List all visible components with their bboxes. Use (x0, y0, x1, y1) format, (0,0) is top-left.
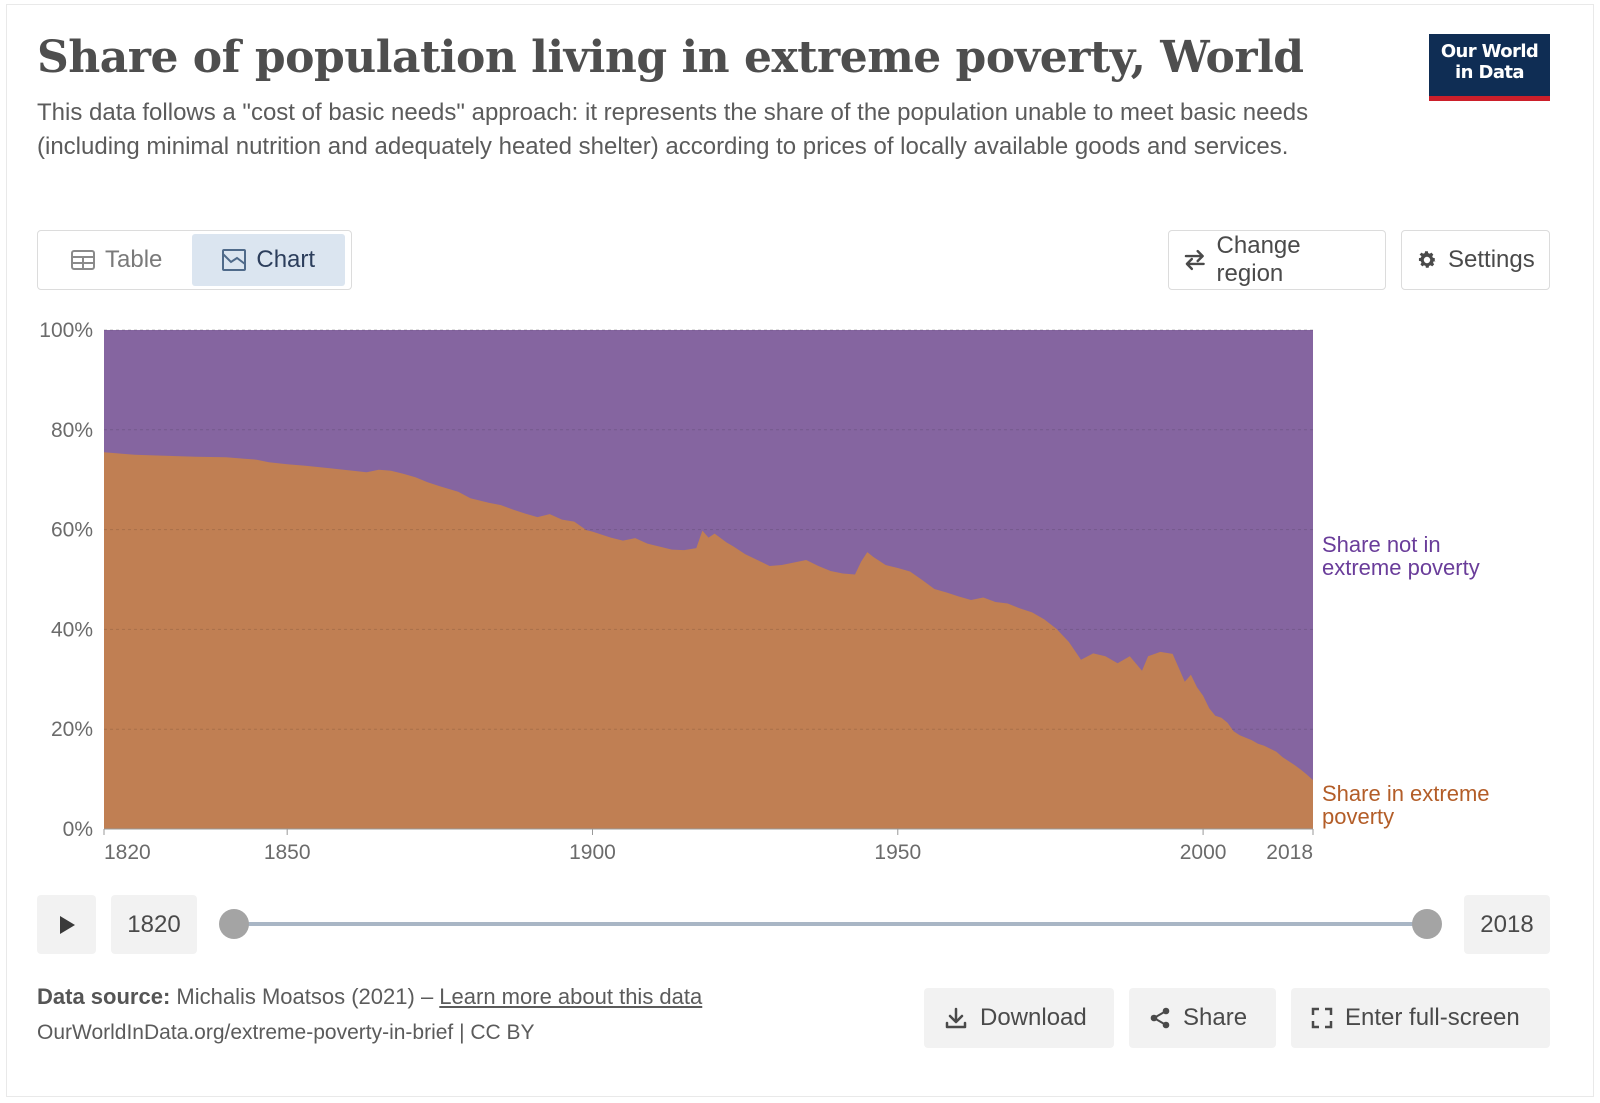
series-label-in-poverty: Share in extreme poverty (1322, 782, 1490, 828)
source-url: OurWorldInData.org/extreme-poverty-in-br… (37, 1021, 535, 1044)
series-label-not-line-2: extreme poverty (1322, 555, 1480, 580)
fullscreen-button[interactable]: Enter full-screen (1291, 988, 1550, 1048)
chart-frame (6, 4, 1594, 1097)
x-tick-label: 2000 (1180, 841, 1227, 864)
download-icon (945, 1007, 967, 1029)
y-tick-label: 80% (51, 419, 93, 442)
share-icon (1150, 1007, 1170, 1029)
chart-subtitle: This data follows a "cost of basic needs… (37, 99, 1309, 160)
y-tick-label: 60% (51, 519, 93, 542)
share-label: Share (1183, 1004, 1248, 1031)
series-label-in-line-1: Share in extreme (1322, 781, 1490, 806)
download-label: Download (980, 1004, 1087, 1031)
play-button[interactable] (37, 895, 96, 954)
fullscreen-label: Enter full-screen (1345, 1004, 1520, 1031)
timeline-track[interactable] (234, 922, 1427, 926)
swap-arrows-icon (1184, 249, 1205, 271)
y-tick-label: 0% (63, 818, 93, 841)
y-tick-label: 40% (51, 618, 93, 641)
poverty-area-chart: 0% 20% 40% 60% 80% 100% 1820 1850 1900 1950 2000 2… (39, 319, 1314, 864)
view-tabs: Table Chart (37, 230, 352, 290)
timeline-start-year[interactable]: 1820 (111, 895, 197, 954)
change-region-button[interactable]: Change region (1168, 230, 1386, 290)
learn-more-link[interactable]: Learn more about this data (439, 984, 703, 1009)
series-label-not-in-poverty: Share not in extreme poverty (1322, 533, 1480, 579)
change-region-label: Change region (1216, 232, 1301, 287)
gear-icon (1418, 251, 1436, 268)
download-button[interactable]: Download (924, 988, 1114, 1048)
logo-line-1: Our World (1440, 41, 1539, 62)
y-tick-label: 100% (39, 319, 93, 342)
timeline-end-handle[interactable] (1412, 909, 1442, 939)
y-axis: 0% 20% 40% 60% 80% 100% (39, 319, 93, 841)
timeline-end-year[interactable]: 2018 (1464, 895, 1550, 954)
expand-icon (1311, 1007, 1333, 1029)
data-source-label: Data source: (37, 984, 171, 1009)
data-source: Data source: Michalis Moatsos (2021) – L… (37, 984, 702, 1010)
tab-table[interactable]: Table (41, 234, 192, 286)
logo-line-2: in Data (1455, 62, 1524, 83)
x-tick-label: 1850 (264, 841, 311, 864)
x-axis: 1820 1850 1900 1950 2000 2018 (103, 828, 1314, 864)
area-in-poverty (104, 452, 1313, 829)
table-icon (71, 250, 95, 270)
tab-chart[interactable]: Chart (192, 234, 346, 286)
owid-logo[interactable]: Our World in Data (1429, 34, 1550, 101)
settings-label: Settings (1448, 246, 1535, 273)
x-tick-label: 1950 (874, 841, 921, 864)
timeline-start-handle[interactable] (219, 909, 249, 939)
chart-icon (222, 249, 247, 271)
series-label-not-line-1: Share not in (1322, 532, 1441, 557)
x-tick-label: 2018 (1266, 841, 1313, 864)
tab-chart-label: Chart (256, 246, 316, 273)
share-button[interactable]: Share (1129, 988, 1276, 1048)
series-label-in-line-2: poverty (1322, 804, 1395, 829)
page-title: Share of population living in extreme po… (37, 32, 1304, 83)
data-source-text: Michalis Moatsos (2021) – (176, 984, 440, 1009)
x-tick-label: 1900 (569, 841, 616, 864)
y-tick-label: 20% (51, 718, 93, 741)
x-tick-label: 1820 (104, 841, 151, 864)
play-icon (59, 915, 75, 934)
settings-button[interactable]: Settings (1401, 230, 1550, 290)
tab-table-label: Table (105, 246, 163, 273)
